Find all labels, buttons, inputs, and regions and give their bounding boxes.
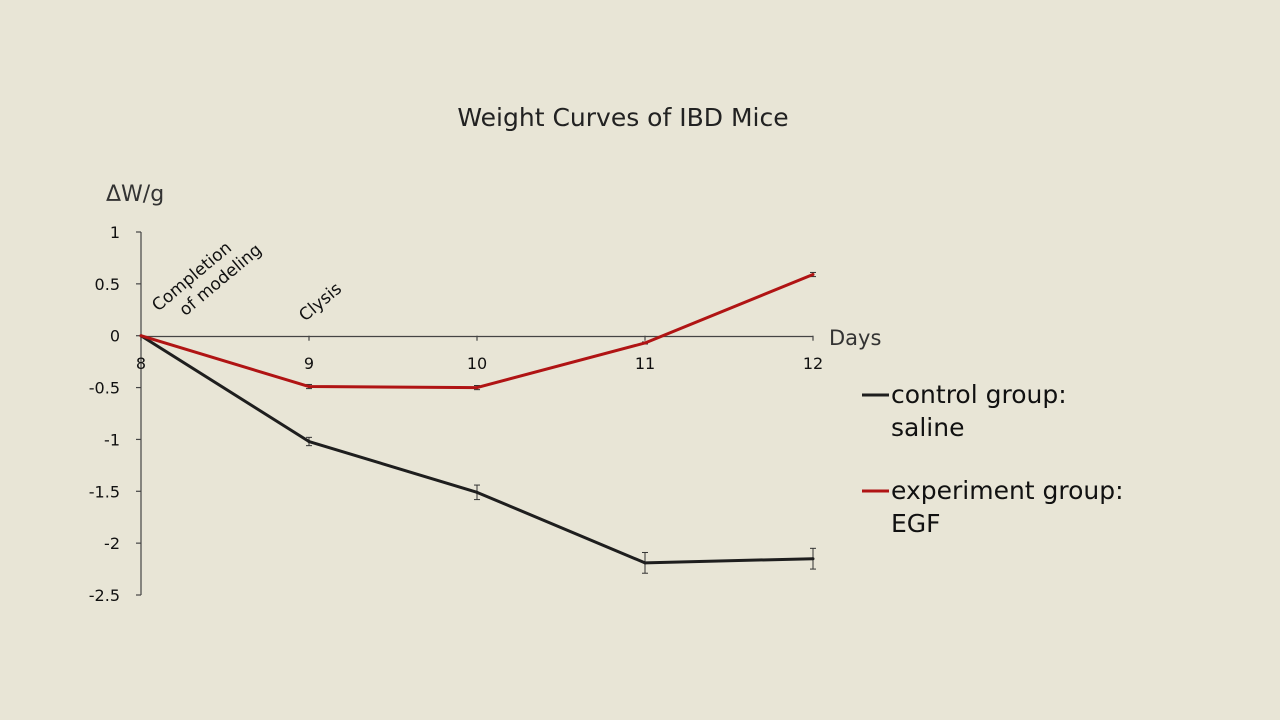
legend-label-line: experiment group: [891, 476, 1124, 505]
data-point [475, 490, 479, 494]
x-tick-label: 12 [803, 354, 823, 373]
data-point [475, 386, 479, 390]
legend-label-line: saline [891, 413, 964, 442]
y-tick-label: -0.5 [89, 379, 120, 398]
y-tick-label: 0.5 [95, 275, 120, 294]
x-ticks: 8 9 10 11 12 [136, 335, 823, 373]
legend: control group: saline experiment group: … [862, 380, 1132, 538]
y-tick-label: -2 [104, 534, 120, 553]
annotation-clysis: Clysis [295, 279, 346, 326]
data-point [307, 440, 311, 444]
x-tick-label: 10 [467, 354, 487, 373]
series [139, 271, 816, 574]
legend-label-experiment: experiment group: EGF [891, 476, 1132, 538]
legend-label-line: EGF [891, 509, 941, 538]
x-tick-label: 11 [635, 354, 655, 373]
legend-item-control: control group: saline [862, 380, 1075, 442]
data-point [811, 557, 815, 561]
y-tick-label: 1 [110, 223, 120, 242]
series-experiment [139, 271, 816, 391]
y-ticks: 1 0.5 0 -0.5 -1 -1.5 -2 -2.5 [89, 223, 141, 605]
data-point [643, 561, 647, 565]
y-tick-label: 0 [110, 327, 120, 346]
chart-title: Weight Curves of IBD Mice [457, 103, 788, 132]
y-tick-label: -1 [104, 430, 120, 449]
annotations: Completion of modeling Clysis [148, 224, 346, 332]
legend-item-experiment: experiment group: EGF [862, 476, 1132, 538]
annotation-completion-of-modeling: Completion of modeling [148, 224, 266, 332]
y-axis-label: ΔW/g [106, 182, 164, 207]
series-control [139, 334, 816, 574]
data-point [643, 341, 647, 345]
y-tick-label: -2.5 [89, 586, 120, 605]
x-tick-label: 9 [304, 354, 314, 373]
legend-label-line: control group: [891, 380, 1067, 409]
y-tick-label: -1.5 [89, 482, 120, 501]
x-axis-label: Days [829, 326, 881, 350]
axes [140, 232, 813, 595]
legend-label-control: control group: saline [891, 380, 1075, 442]
data-point [811, 273, 815, 277]
data-point [139, 334, 143, 338]
data-point [307, 385, 311, 389]
x-tick-label: 8 [136, 354, 146, 373]
